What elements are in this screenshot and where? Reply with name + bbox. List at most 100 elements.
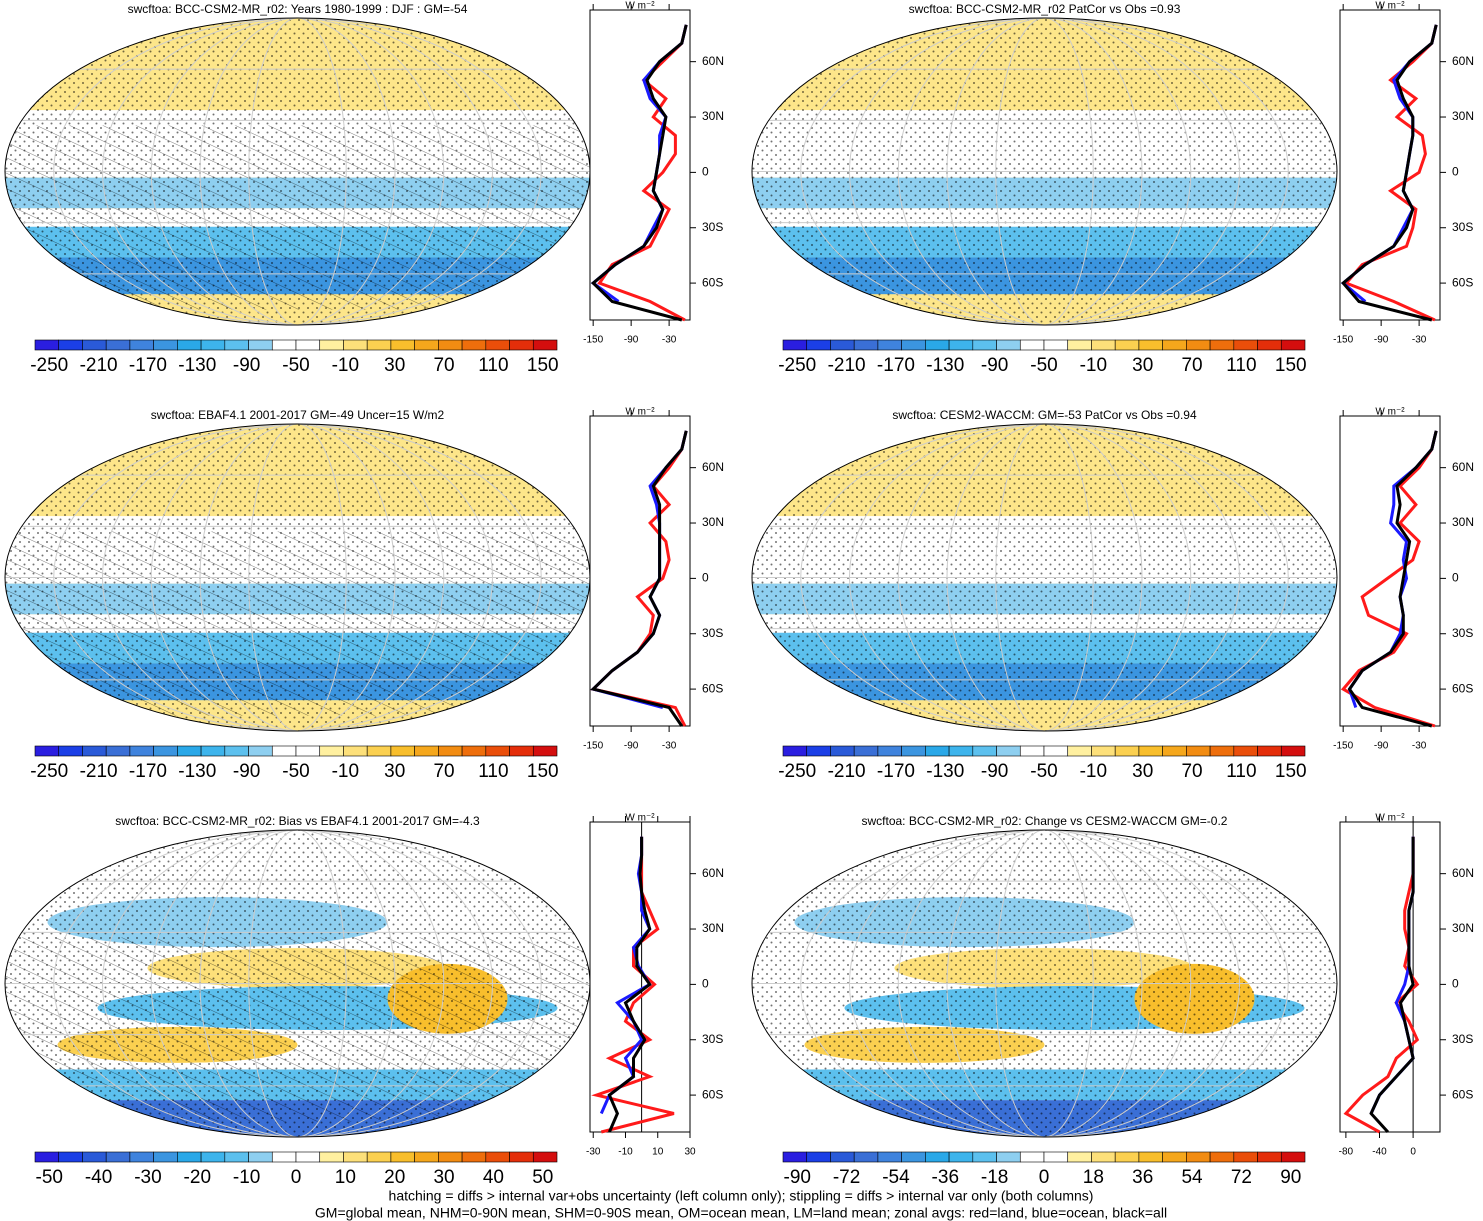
graticule <box>199 424 396 731</box>
graticule <box>995 18 1094 325</box>
y-tick-label: 0 <box>1452 977 1459 991</box>
colorbar-swatch <box>877 339 902 351</box>
colorbar-label: -170 <box>877 355 915 376</box>
colorbar-swatch <box>271 1151 297 1163</box>
colorbar-label: 110 <box>1226 761 1256 782</box>
zonal-line <box>590 430 688 709</box>
zonal-line <box>590 430 688 727</box>
colorbar-swatch <box>438 745 463 757</box>
y-tick-label: 0 <box>1452 571 1459 585</box>
x-tick-label: 30 <box>684 1147 696 1158</box>
colorbar-label: -90 <box>233 761 260 782</box>
colorbar-swatch <box>177 1151 202 1163</box>
colorbar-swatch <box>248 1151 273 1163</box>
colorbar-swatch <box>1019 745 1045 757</box>
colorbar-swatch <box>830 1151 855 1163</box>
colorbar-swatch <box>996 339 1021 351</box>
y-tick-label: 60N <box>1452 54 1474 68</box>
colorbar-swatch <box>271 339 297 351</box>
colorbar-swatch <box>1209 1151 1235 1163</box>
colorbar-swatch <box>248 339 273 351</box>
colorbar-swatch <box>853 1151 879 1163</box>
colorbar-swatch <box>82 745 107 757</box>
colorbar-swatch <box>129 339 154 351</box>
colorbar-label: -210 <box>80 355 118 376</box>
x-tick-label: -150 <box>1333 335 1353 346</box>
graticule <box>199 830 396 1137</box>
colorbar-swatch <box>1114 745 1140 757</box>
colorbar-label: -170 <box>877 761 915 782</box>
graticule <box>849 830 1240 1137</box>
hatching <box>5 937 590 1122</box>
map-field <box>5 424 590 731</box>
colorbar-swatch <box>532 745 558 757</box>
colorbar-swatch <box>1162 745 1187 757</box>
colorbar-swatch <box>1162 339 1187 351</box>
colorbar-label: 10 <box>335 1167 356 1188</box>
colorbar-swatch <box>782 1151 808 1163</box>
colorbar-label: 30 <box>1132 761 1153 782</box>
colorbar-label: 90 <box>1280 1167 1301 1188</box>
graticule <box>102 18 493 325</box>
colorbar-swatch <box>972 1151 997 1163</box>
colorbar-label: -50 <box>36 1167 63 1188</box>
colorbar-label: -40 <box>85 1167 112 1188</box>
map-field <box>752 830 1337 1137</box>
colorbar-label: 18 <box>1083 1167 1104 1188</box>
x-tick-label: -150 <box>583 335 603 346</box>
colorbar-swatch <box>319 339 344 351</box>
colorbar-label: -250 <box>778 761 816 782</box>
zonal-line <box>1347 430 1438 708</box>
graticule <box>102 830 493 1137</box>
colorbar-swatch <box>509 1151 534 1163</box>
colorbar-swatch <box>925 745 950 757</box>
map-border <box>751 423 1338 732</box>
y-tick-label: 30N <box>1452 109 1474 123</box>
colorbar-swatch <box>948 745 974 757</box>
colorbar-swatch <box>509 339 534 351</box>
colorbar-swatch <box>224 339 249 351</box>
colorbar-label: 70 <box>433 355 454 376</box>
x-tick-label: -90 <box>624 335 639 346</box>
colorbar-label: -50 <box>1030 761 1057 782</box>
colorbar-label: -250 <box>778 355 816 376</box>
graticule <box>248 424 347 731</box>
colorbar-label: 30 <box>384 761 405 782</box>
y-tick-label: 60S <box>702 1087 723 1101</box>
zonal-line <box>597 24 688 322</box>
colorbar-swatch <box>1114 1151 1140 1163</box>
zonal-line <box>1340 430 1438 728</box>
colorbar-swatch <box>509 745 534 757</box>
graticule <box>897 18 1192 325</box>
colorbar-swatch <box>1233 1151 1258 1163</box>
colorbar-label: 20 <box>384 1167 405 1188</box>
colorbar-label: 50 <box>532 1167 553 1188</box>
colorbar-swatch <box>996 745 1021 757</box>
colorbar-label: 110 <box>478 355 508 376</box>
graticule <box>248 18 347 325</box>
colorbar-label: 110 <box>478 761 508 782</box>
map-border <box>751 829 1338 1138</box>
graticule <box>53 18 542 325</box>
graticule <box>897 424 1192 731</box>
colorbar-label: 0 <box>1039 1167 1050 1188</box>
colorbar-label: 36 <box>1132 1167 1153 1188</box>
colorbar-swatch <box>877 1151 902 1163</box>
graticule <box>199 18 396 325</box>
y-tick-label: 30S <box>1452 626 1473 640</box>
colorbar-swatch <box>485 339 510 351</box>
x-tick-label: -150 <box>583 741 603 752</box>
axis-unit: W m⁻² <box>1375 407 1405 418</box>
colorbar-label: -90 <box>981 761 1008 782</box>
colorbar-label: 150 <box>527 761 559 782</box>
colorbar-label: -90 <box>981 355 1008 376</box>
colorbar-label: -10 <box>332 355 359 376</box>
colorbar-swatch <box>948 339 974 351</box>
y-tick-label: 60N <box>702 866 724 880</box>
colorbar-swatch <box>806 1151 831 1163</box>
footnote: GM=global mean, NHM=0-90N mean, SHM=0-90… <box>315 1205 1167 1221</box>
colorbar-swatch <box>830 339 855 351</box>
y-tick-label: 30N <box>702 515 724 529</box>
x-tick-label: -30 <box>662 335 677 346</box>
colorbar-label: 70 <box>1181 355 1202 376</box>
